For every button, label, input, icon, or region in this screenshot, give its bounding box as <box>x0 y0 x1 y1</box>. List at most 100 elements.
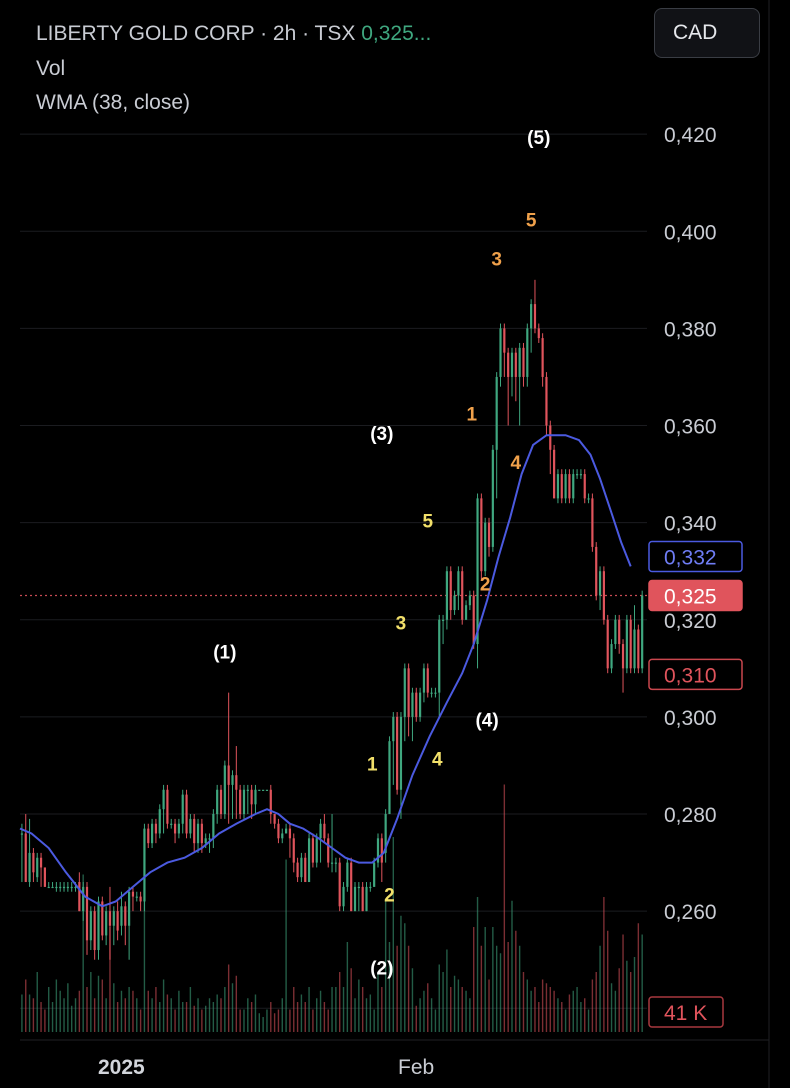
volume-bar <box>350 968 352 1032</box>
volume-bar <box>465 990 467 1032</box>
volume-bar <box>159 1002 161 1032</box>
candle-body <box>614 619 617 645</box>
candle-body <box>28 852 31 883</box>
volume-bar <box>239 1009 241 1032</box>
volume-bar <box>128 987 130 1032</box>
candle-body <box>185 794 188 834</box>
volume-bar <box>182 1002 184 1032</box>
volume-bar <box>415 1005 417 1032</box>
candle-body <box>449 571 452 611</box>
candle-body <box>173 823 177 834</box>
volume-bar <box>584 998 586 1032</box>
volume-bar <box>457 979 460 1032</box>
volume-bar <box>254 994 257 1032</box>
volume-bar <box>36 972 38 1032</box>
volume-bar <box>549 987 551 1032</box>
candle-body <box>403 668 406 717</box>
volume-bar <box>469 998 471 1032</box>
candle-body <box>116 911 119 931</box>
legend-volume: Vol <box>36 57 66 80</box>
y-tick-label: 0,320 <box>664 610 717 633</box>
volume-bar <box>484 927 486 1032</box>
volume-bar <box>327 1009 329 1032</box>
candle-body <box>453 595 456 611</box>
price-badge-label: 0,332 <box>664 547 717 570</box>
candle-body <box>24 833 27 883</box>
candle-body <box>633 629 636 669</box>
volume-bar <box>492 927 494 1032</box>
volume-bar <box>32 998 35 1032</box>
volume-bar <box>450 987 452 1032</box>
candle-body <box>530 304 533 329</box>
candle-body <box>411 692 414 717</box>
candle-body <box>373 862 376 887</box>
volume-bar <box>526 979 529 1032</box>
candle-body <box>560 474 563 499</box>
volume-bar <box>361 987 364 1032</box>
y-tick-label: 0,300 <box>664 707 717 730</box>
candle-body <box>330 862 334 864</box>
legend-wma: WMA (38, close) <box>36 91 191 114</box>
candle-body <box>93 911 96 951</box>
candle-body <box>476 498 479 645</box>
candle-body <box>288 828 292 839</box>
volume-bar <box>231 983 234 1032</box>
volume-bar <box>120 990 123 1032</box>
volume-bar <box>392 837 395 1032</box>
volume-bar <box>323 1002 326 1032</box>
candle-body <box>39 857 43 868</box>
candle-body <box>625 619 628 669</box>
volume-bar <box>220 998 222 1032</box>
candle-body <box>430 692 433 694</box>
candle-body <box>346 862 349 887</box>
volume-bar <box>250 1002 253 1032</box>
candle-body <box>204 838 207 844</box>
volume-bar <box>430 998 433 1032</box>
wave-label: 5 <box>526 210 537 231</box>
candle-body <box>618 619 621 645</box>
candle-body <box>269 789 272 815</box>
candle-body <box>587 498 590 500</box>
candle-body <box>579 474 583 476</box>
volume-bar <box>97 975 100 1032</box>
candle-body <box>572 474 575 499</box>
volume-bar <box>427 983 429 1032</box>
volume-badge-label: 41 K <box>664 1002 707 1025</box>
volume-bar <box>93 998 96 1032</box>
candle-body <box>242 789 246 815</box>
volume-bar <box>580 1002 582 1032</box>
candle-body <box>196 823 200 844</box>
volume-bar <box>434 1009 437 1032</box>
wave-label: 5 <box>422 512 433 533</box>
candle-body <box>365 886 368 912</box>
candle-body <box>399 716 403 790</box>
candle-body <box>300 857 303 878</box>
volume-bar <box>63 998 65 1032</box>
volume-bar <box>488 979 490 1032</box>
candle-body <box>108 911 112 926</box>
volume-bar <box>235 975 238 1032</box>
volume-bar <box>354 998 356 1032</box>
x-tick-label: Feb <box>398 1056 434 1079</box>
volume-bar <box>101 979 104 1032</box>
candle-body <box>598 571 602 596</box>
candle-body <box>461 571 464 620</box>
candle-body <box>564 474 567 499</box>
volume-bar <box>618 968 620 1032</box>
candle-body <box>112 911 115 926</box>
volume-bar <box>461 987 463 1032</box>
candle-body <box>396 716 399 790</box>
volume-bar <box>358 979 360 1032</box>
candle-body <box>181 794 184 824</box>
volume-bar <box>515 930 517 1032</box>
volume-bar <box>90 972 92 1032</box>
candle-body <box>541 338 544 377</box>
candle-body <box>499 328 502 377</box>
candle-body <box>361 886 364 912</box>
candle-body <box>434 692 437 694</box>
currency-button[interactable]: CAD <box>654 8 760 58</box>
volume-bar <box>270 1002 272 1032</box>
volume-bar <box>522 972 525 1032</box>
volume-bar <box>277 1009 280 1032</box>
